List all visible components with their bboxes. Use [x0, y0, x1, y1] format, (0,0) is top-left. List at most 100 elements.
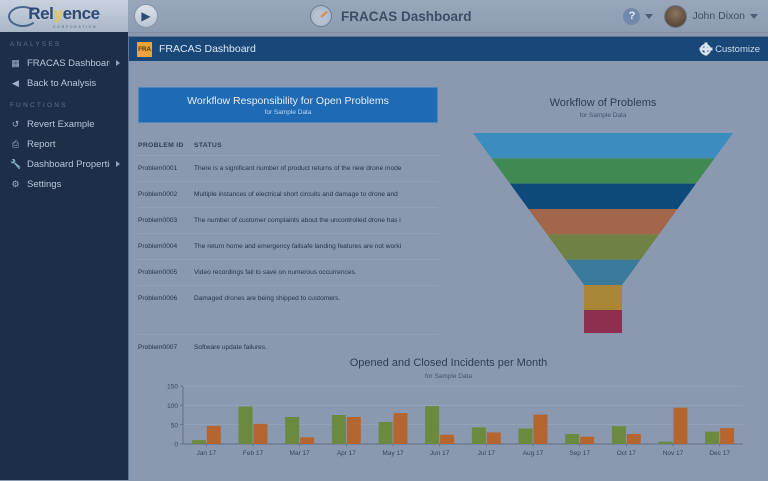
table-row[interactable]: Problem0005 Video recordings fail to save…: [138, 259, 438, 286]
funnel-segment[interactable]: [565, 259, 641, 285]
sidebar-item-revert-example[interactable]: ↺ Revert Example: [0, 114, 128, 134]
avatar[interactable]: [664, 4, 688, 28]
bar-opened[interactable]: [704, 431, 719, 444]
cell-status: The number of customer complaints about …: [194, 207, 438, 234]
sidebar-item-settings[interactable]: ⚙ Settings: [0, 174, 128, 194]
incidents-per-month-panel: Opened and Closed Incidents per Month fo…: [138, 357, 759, 477]
bar-opened[interactable]: [518, 428, 533, 444]
workflow-of-problems-panel: Workflow of Problems for Sample Data: [447, 87, 759, 357]
cell-problem-id: Problem0006: [138, 285, 194, 335]
funnel-chart-title: Workflow of Problems: [549, 97, 657, 109]
bar-closed[interactable]: [299, 437, 314, 444]
bar-closed[interactable]: [439, 434, 454, 444]
cell-status: Damaged drones are being shipped to cust…: [194, 285, 438, 335]
sidebar-expand-button[interactable]: ▶: [134, 4, 158, 28]
y-axis-tick-label: 100: [167, 403, 178, 410]
table-row[interactable]: Problem0003 The number of customer compla…: [138, 207, 438, 234]
bar-chart-title: Opened and Closed Incidents per Month: [349, 357, 548, 369]
funnel-chart-subtitle: for Sample Data: [579, 112, 627, 119]
sidebar-item-label: Settings: [27, 178, 62, 190]
bar-opened[interactable]: [284, 416, 299, 444]
x-axis-tick-label: Dec 17: [709, 450, 730, 457]
table-row[interactable]: Problem0007 Software update failures.: [138, 334, 438, 360]
cell-status: There is a significant number of product…: [194, 155, 438, 182]
bar-opened[interactable]: [378, 421, 393, 444]
funnel-segment[interactable]: [584, 309, 622, 333]
table-row[interactable]: Problem0001 There is a significant number…: [138, 155, 438, 182]
funnel-segment[interactable]: [473, 133, 733, 159]
cell-problem-id: Problem0007: [138, 334, 194, 360]
bar-closed[interactable]: [486, 432, 501, 444]
bar-closed[interactable]: [346, 416, 361, 444]
left-sidebar: ANALYSES ▦ FRACAS Dashboard ◀ Back to An…: [0, 32, 128, 480]
x-axis-tick-label: Mar 17: [289, 450, 310, 457]
funnel-chart[interactable]: [453, 133, 753, 333]
cell-problem-id: Problem0001: [138, 155, 194, 182]
user-chevron-down-icon[interactable]: [750, 13, 758, 19]
customize-button[interactable]: Customize: [700, 43, 760, 55]
back-arrow-icon: ◀: [12, 77, 19, 88]
bar-opened[interactable]: [238, 406, 253, 444]
customize-label: Customize: [715, 43, 760, 55]
bar-opened[interactable]: [424, 406, 439, 444]
cell-problem-id: Problem0002: [138, 181, 194, 208]
dashboard-window-titlebar: FRA FRACAS Dashboard Customize: [129, 37, 768, 61]
bar-opened[interactable]: [331, 415, 346, 444]
panel-title: Workflow Responsibility for Open Problem…: [187, 94, 389, 107]
funnel-segment[interactable]: [528, 209, 678, 235]
funnel-segment[interactable]: [491, 158, 715, 184]
chevron-right-circle-icon: ▶: [141, 9, 151, 23]
cell-problem-id: Problem0003: [138, 207, 194, 234]
brand-logo[interactable]: Relyence CORPORATION: [0, 0, 128, 32]
sidebar-item-dashboard-properties[interactable]: 🔧 Dashboard Properties: [0, 154, 128, 174]
table-row[interactable]: Problem0006 Damaged drones are being ship…: [138, 285, 438, 335]
brand-name-pre: Rel: [28, 4, 54, 23]
bar-closed[interactable]: [206, 425, 221, 444]
user-menu-label[interactable]: John Dixon: [692, 10, 745, 22]
bar-closed[interactable]: [579, 436, 594, 444]
cell-status: Video recordings fail to save on numerou…: [194, 259, 438, 286]
bar-closed[interactable]: [252, 423, 267, 444]
table-row[interactable]: Problem0002 Multiple instances of electri…: [138, 181, 438, 208]
brand-name-post: ence: [62, 4, 101, 23]
bar-opened[interactable]: [658, 441, 673, 444]
x-axis-tick-label: Jan 17: [196, 450, 216, 457]
cell-status: The return home and emergency failsafe l…: [194, 233, 438, 260]
help-circle-icon[interactable]: ?: [623, 7, 641, 25]
column-header-status[interactable]: STATUS: [194, 142, 222, 149]
sidebar-item-report[interactable]: ⎙ Report: [0, 134, 128, 154]
x-axis-tick-label: Nov 17: [662, 450, 683, 457]
x-axis-tick-label: Feb 17: [242, 450, 263, 457]
bar-opened[interactable]: [471, 427, 486, 444]
table-row[interactable]: Problem0004 The return home and emergency…: [138, 233, 438, 260]
sidebar-item-fracas-dashboard[interactable]: ▦ FRACAS Dashboard: [0, 53, 128, 73]
sidebar-item-label: FRACAS Dashboard: [27, 57, 110, 69]
table-body: Problem0001 There is a significant number…: [138, 155, 438, 360]
bar-closed[interactable]: [392, 413, 407, 444]
bar-closed[interactable]: [719, 428, 734, 444]
x-axis-tick-label: Apr 17: [336, 450, 356, 457]
cell-status: Multiple instances of electrical short c…: [194, 181, 438, 208]
gauge-icon: [309, 5, 332, 27]
bar-opened[interactable]: [564, 433, 579, 444]
bar-closed[interactable]: [532, 414, 547, 444]
table-header: PROBLEM ID STATUS: [138, 142, 438, 156]
header-title-group: FRACAS Dashboard: [158, 5, 623, 27]
sidebar-section-functions-label: FUNCTIONS: [10, 102, 68, 109]
column-header-problem-id[interactable]: PROBLEM ID: [138, 142, 184, 149]
printer-icon: ⎙: [11, 138, 20, 149]
header-actions: ? John Dixon: [623, 4, 768, 28]
bar-opened[interactable]: [611, 426, 626, 444]
workflow-responsibility-panel: Workflow Responsibility for Open Problem…: [138, 87, 438, 360]
funnel-segment[interactable]: [510, 183, 696, 209]
bar-chart[interactable]: 0 50 100 150 Jan 17 Feb 17 Mar 17 Apr 17 May 17 J…: [149, 380, 749, 462]
cell-problem-id: Problem0004: [138, 233, 194, 260]
bar-closed[interactable]: [672, 407, 687, 444]
bar-opened[interactable]: [191, 440, 206, 444]
help-chevron-down-icon[interactable]: [645, 13, 654, 19]
sidebar-item-back-to-analysis[interactable]: ◀ Back to Analysis: [0, 73, 128, 93]
funnel-segment[interactable]: [547, 234, 659, 260]
funnel-segment[interactable]: [584, 285, 622, 310]
bar-closed[interactable]: [626, 433, 641, 444]
